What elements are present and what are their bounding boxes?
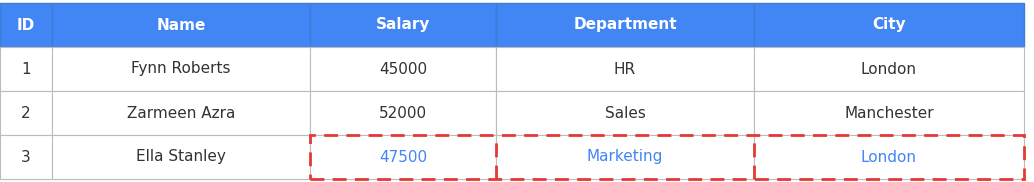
Text: Ella Stanley: Ella Stanley xyxy=(136,149,226,165)
Bar xyxy=(0,135,52,179)
Text: Salary: Salary xyxy=(375,17,430,33)
Bar xyxy=(310,135,496,179)
Bar xyxy=(310,3,496,47)
Bar xyxy=(52,91,310,135)
Bar xyxy=(310,47,496,91)
Text: 47500: 47500 xyxy=(378,149,427,165)
Text: City: City xyxy=(873,17,906,33)
Bar xyxy=(754,3,1024,47)
Bar xyxy=(0,91,52,135)
Bar xyxy=(52,47,310,91)
Text: 2: 2 xyxy=(21,106,31,120)
Bar xyxy=(310,135,1024,179)
Bar xyxy=(496,91,754,135)
Text: Department: Department xyxy=(573,17,677,33)
Text: Sales: Sales xyxy=(605,106,645,120)
Bar xyxy=(310,91,496,135)
Text: ID: ID xyxy=(17,17,35,33)
Bar xyxy=(496,135,754,179)
Bar xyxy=(496,47,754,91)
Bar xyxy=(754,135,1024,179)
Text: London: London xyxy=(861,62,917,76)
Text: 45000: 45000 xyxy=(378,62,427,76)
Bar xyxy=(754,91,1024,135)
Text: 1: 1 xyxy=(21,62,31,76)
Bar xyxy=(52,3,310,47)
Text: HR: HR xyxy=(614,62,636,76)
Text: Name: Name xyxy=(156,17,206,33)
Text: 3: 3 xyxy=(21,149,31,165)
Text: Fynn Roberts: Fynn Roberts xyxy=(131,62,231,76)
Text: 52000: 52000 xyxy=(378,106,427,120)
Text: Zarmeen Azra: Zarmeen Azra xyxy=(127,106,235,120)
Bar xyxy=(0,3,52,47)
Text: London: London xyxy=(861,149,917,165)
Bar xyxy=(496,3,754,47)
Bar xyxy=(52,135,310,179)
Text: Marketing: Marketing xyxy=(587,149,663,165)
Bar xyxy=(0,47,52,91)
Text: Manchester: Manchester xyxy=(844,106,934,120)
Bar xyxy=(754,47,1024,91)
